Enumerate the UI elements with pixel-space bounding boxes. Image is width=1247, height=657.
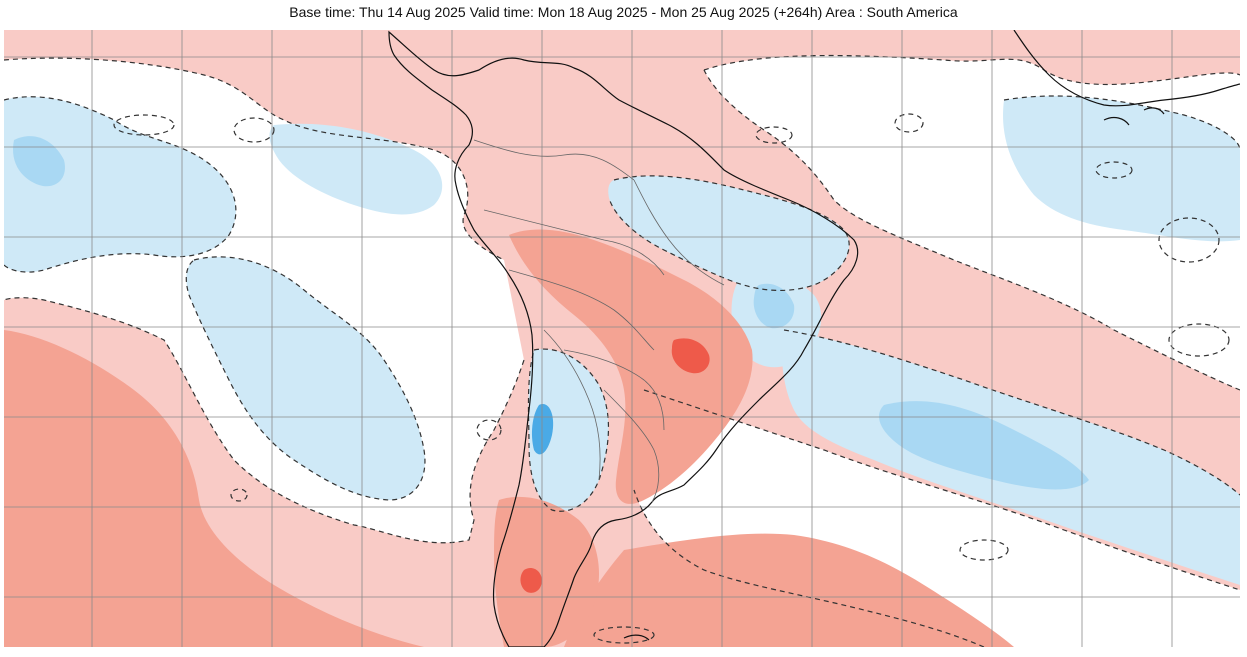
- country-borders: [473, 139, 725, 503]
- warm-anomaly-south-atlantic: [564, 533, 1014, 647]
- cool-anomaly-east-pacific: [186, 256, 425, 500]
- warm-anomaly-patagonia: [494, 496, 599, 647]
- coastline-africa: [1013, 30, 1240, 107]
- cool-anomaly-andes: [528, 349, 609, 512]
- page-title: Base time: Thu 14 Aug 2025 Valid time: M…: [289, 4, 958, 20]
- warm-core-brazil: [671, 338, 710, 374]
- warm-anomaly-central-south-america: [509, 229, 753, 504]
- warm-anomaly-southwest-pacific: [4, 330, 424, 647]
- coastline-south-america: [388, 30, 859, 647]
- coast-detail-marks: [623, 107, 1165, 641]
- cool-anomaly-atlantic-north: [1003, 95, 1240, 242]
- cool-anomaly-brazil-north: [608, 175, 850, 291]
- warm-core-patagonia: [520, 568, 542, 593]
- cool-core-brazil-east: [753, 283, 795, 329]
- cool-anomaly-central-pacific: [269, 123, 443, 215]
- dashed-contours: [4, 54, 1240, 647]
- cool-core-west-pacific: [13, 136, 65, 187]
- anomaly-map[interactable]: [4, 30, 1240, 647]
- cool-anomaly-west-pacific: [4, 96, 236, 273]
- cool-core-south-atlantic: [879, 401, 1089, 490]
- anomaly-map-canvas: [4, 30, 1240, 647]
